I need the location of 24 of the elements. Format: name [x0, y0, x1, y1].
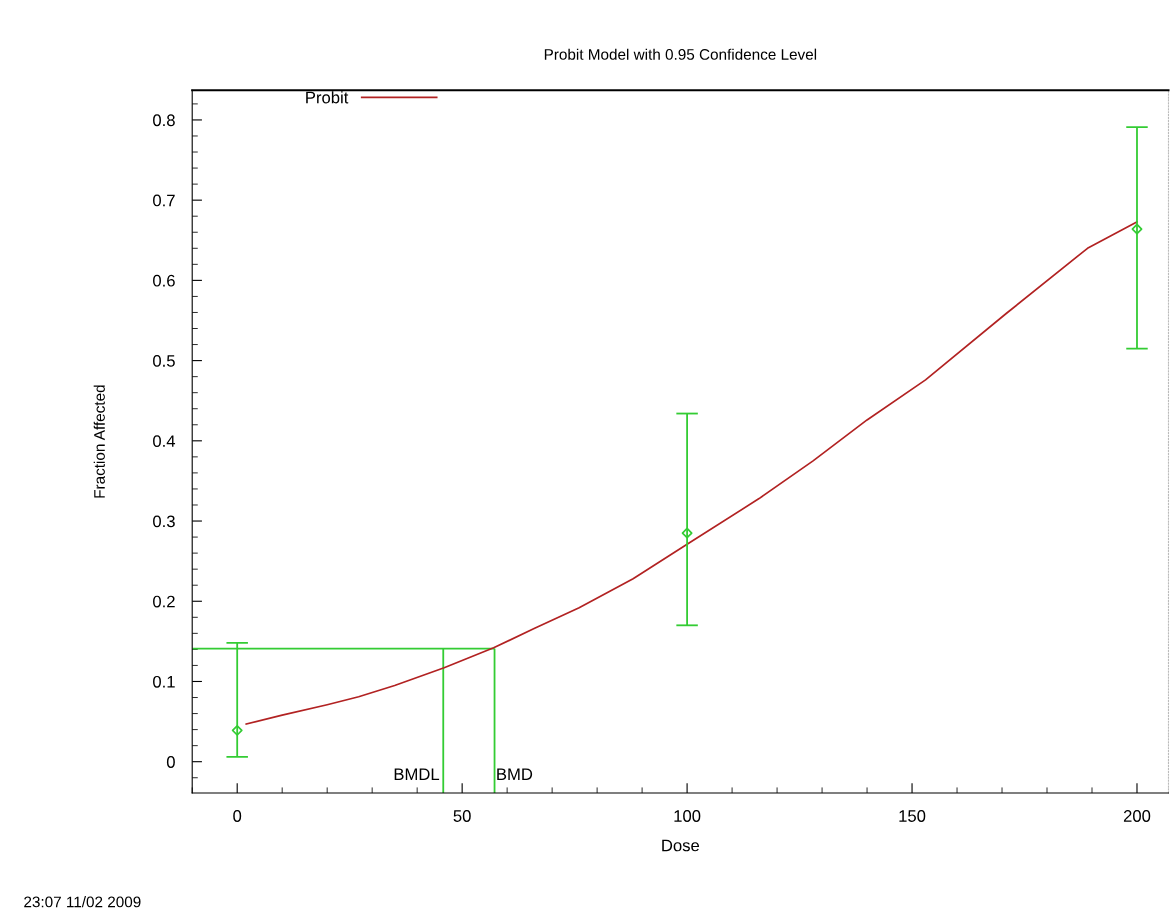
y-tick-label: 0.4 [153, 435, 176, 448]
y-tick-label: 0.2 [153, 595, 175, 608]
x-tick-label: 0 [233, 810, 242, 822]
x-axis-title: Dose [662, 839, 700, 852]
legend-label: Probit [306, 91, 349, 104]
x-tick-label: 200 [1123, 810, 1151, 822]
x-tick-label: 100 [674, 810, 701, 822]
point [231, 724, 243, 736]
y-tick-label: 0 [166, 756, 175, 768]
y-tick-label: 0.8 [153, 114, 175, 127]
x-tick-label: 50 [453, 810, 471, 822]
chart-title: Probit Model with 0.95 Confidence Level [544, 48, 817, 60]
ref-line-label: BMD [497, 768, 533, 780]
text: 23:07 11/02 2009 [24, 896, 141, 908]
y-tick-label: 0.6 [153, 274, 175, 287]
y-tick-label: 0.1 [153, 675, 175, 688]
x-tick-label: 150 [899, 810, 926, 822]
ref-line-label: BMDL [394, 768, 440, 780]
point [681, 527, 693, 539]
y-tick-label: 0.3 [153, 515, 175, 528]
point [1131, 223, 1143, 235]
y-tick-label: 0.5 [153, 355, 175, 367]
y-axis-title: Fraction Affected [93, 385, 105, 498]
y-tick-label: 0.7 [153, 194, 175, 207]
